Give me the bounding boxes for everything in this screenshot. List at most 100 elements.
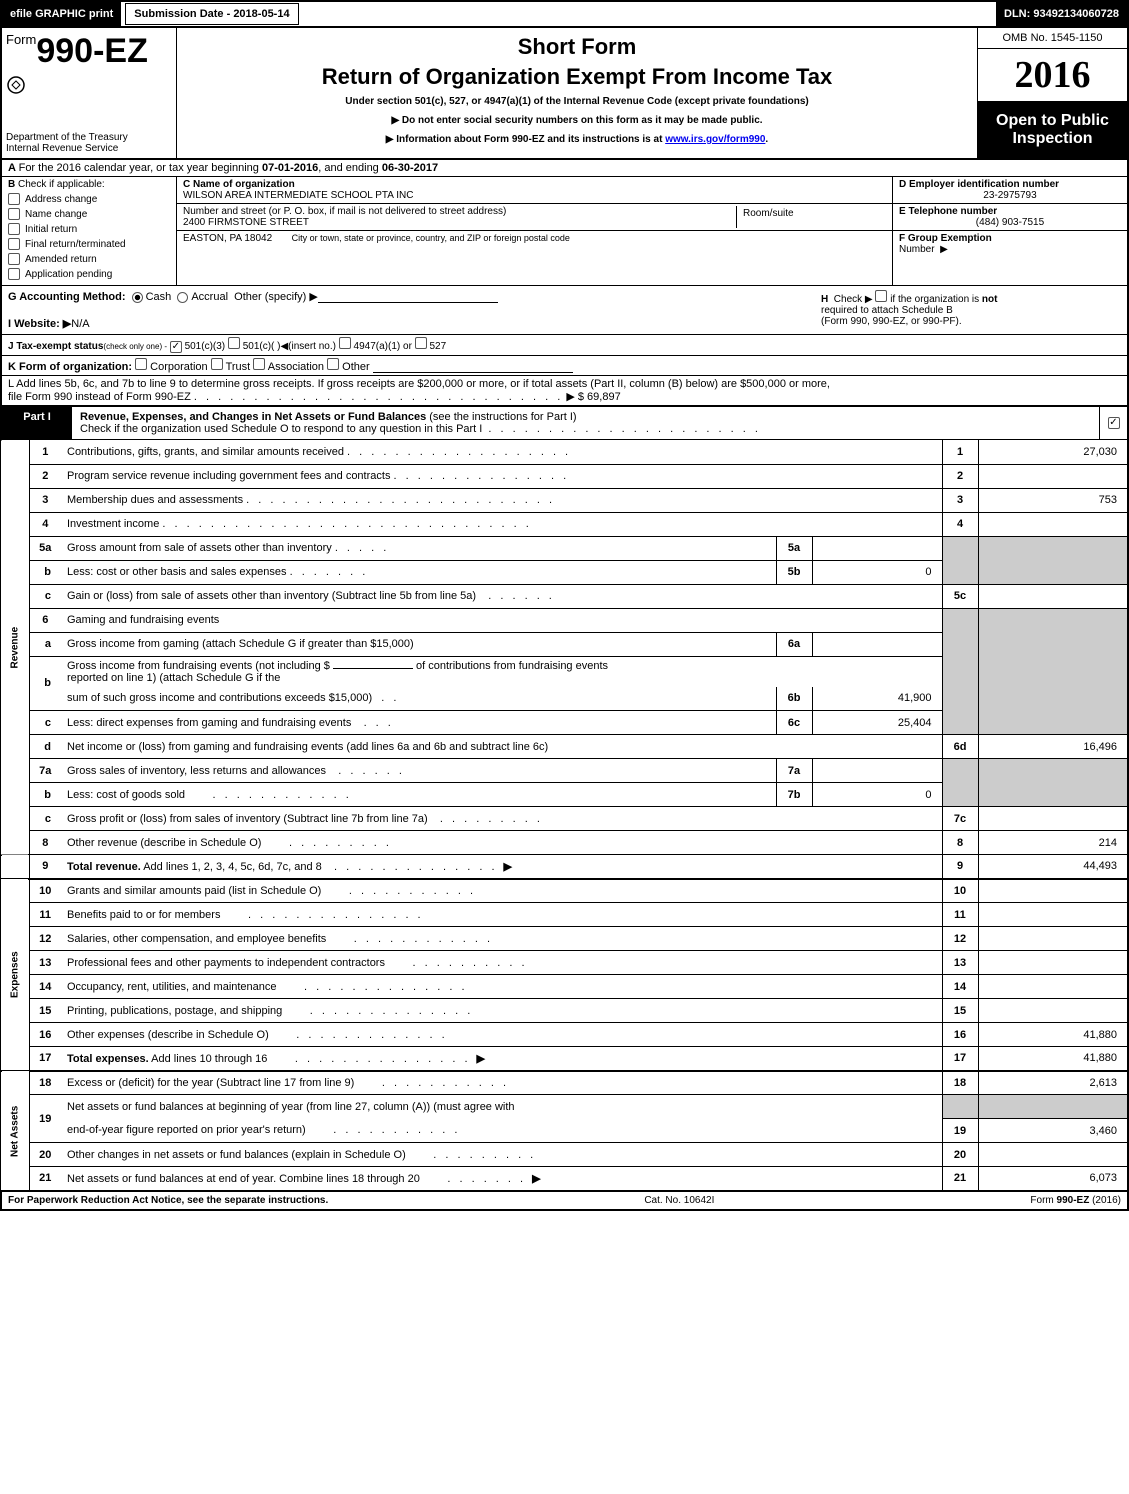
checkbox-other-org[interactable] — [327, 358, 339, 370]
revenue-side-label: Revenue — [1, 440, 29, 855]
treasury-seal-icon — [6, 75, 172, 100]
header-left: Form990-EZ Department of the Treasury In… — [2, 28, 177, 158]
group-exemption-label: F Group Exemption — [899, 233, 992, 244]
line-7c-value — [978, 807, 1128, 831]
line-18: Net Assets 18 Excess or (deficit) for th… — [1, 1071, 1128, 1095]
catalog-number: Cat. No. 10642I — [328, 1195, 1030, 1206]
form-subtitle: Under section 501(c), 527, or 4947(a)(1)… — [345, 96, 808, 107]
tax-year: 2016 — [978, 49, 1127, 102]
radio-accrual[interactable] — [177, 292, 188, 303]
section-DEF: D Employer identification number 23-2975… — [892, 177, 1127, 285]
checkbox-501c[interactable] — [228, 337, 240, 349]
line-5c: c Gain or (loss) from sale of assets oth… — [1, 584, 1128, 608]
section-K-org-form: K Form of organization: Corporation Trus… — [0, 356, 1129, 376]
section-H-schedule-b: H Check ▶ if the organization is not req… — [821, 290, 1121, 330]
line-21: 21 Net assets or fund balances at end of… — [1, 1167, 1128, 1191]
street-label: Number and street (or P. O. box, if mail… — [183, 206, 736, 217]
line-20: 20 Other changes in net assets or fund b… — [1, 1143, 1128, 1167]
checkbox-amended-return[interactable] — [8, 253, 20, 265]
line-3-value: 753 — [978, 488, 1128, 512]
info-line: ▶ Information about Form 990-EZ and its … — [386, 134, 768, 145]
checkbox-final-return[interactable] — [8, 238, 20, 250]
phone-value: (484) 903-7515 — [899, 217, 1121, 228]
ssn-warning: ▶ Do not enter social security numbers o… — [391, 115, 762, 126]
section-L-gross-receipts: L Add lines 5b, 6c, and 7b to line 9 to … — [0, 376, 1129, 407]
checkbox-address-change[interactable] — [8, 193, 20, 205]
line-1-value: 27,030 — [978, 440, 1128, 464]
line-8: 8 Other revenue (describe in Schedule O)… — [1, 831, 1128, 855]
line-5a: 5a Gross amount from sale of assets othe… — [1, 536, 1128, 560]
street-address: 2400 FIRMSTONE STREET — [183, 217, 736, 228]
line-6b-excluded-field[interactable] — [333, 668, 413, 669]
line-19-value: 3,460 — [978, 1119, 1128, 1143]
line-5b-value: 0 — [812, 560, 942, 584]
omb-number: OMB No. 1545-1150 — [978, 28, 1127, 49]
checkbox-application-pending[interactable] — [8, 268, 20, 280]
line-6b-value: 41,900 — [812, 687, 942, 711]
line-11: 11 Benefits paid to or for members . . .… — [1, 903, 1128, 927]
form-number: 990-EZ — [36, 32, 148, 70]
city-label: City or town, state or province, country… — [292, 233, 570, 243]
section-C-org-name-address: C Name of organization WILSON AREA INTER… — [177, 177, 892, 285]
line-16-value: 41,880 — [978, 1023, 1128, 1047]
part-1-title: Revenue, Expenses, and Changes in Net As… — [80, 411, 426, 423]
checkbox-501c3[interactable] — [170, 341, 182, 353]
paperwork-notice: For Paperwork Reduction Act Notice, see … — [8, 1195, 328, 1206]
line-6: 6 Gaming and fundraising events — [1, 608, 1128, 632]
line-20-value — [978, 1143, 1128, 1167]
line-4-value — [978, 512, 1128, 536]
section-B-checkboxes: B Check if applicable: Address change Na… — [2, 177, 177, 285]
checkbox-4947[interactable] — [339, 337, 351, 349]
line-18-value: 2,613 — [978, 1071, 1128, 1095]
section-A-tax-year: A For the 2016 calendar year, or tax yea… — [0, 160, 1129, 177]
line-13: 13 Professional fees and other payments … — [1, 951, 1128, 975]
part-1-check-line: Check if the organization used Schedule … — [80, 423, 482, 435]
part-1-header: Part I Revenue, Expenses, and Changes in… — [0, 407, 1129, 440]
line-16: 16 Other expenses (describe in Schedule … — [1, 1023, 1128, 1047]
line-6d-value: 16,496 — [978, 735, 1128, 759]
checkbox-trust[interactable] — [211, 358, 223, 370]
line-7c: c Gross profit or (loss) from sales of i… — [1, 807, 1128, 831]
label-address-change: Address change — [25, 194, 97, 205]
section-G-accounting: G Accounting Method: Cash Accrual Other … — [8, 290, 821, 330]
submission-date: Submission Date - 2018-05-14 — [125, 3, 298, 25]
line-7a: 7a Gross sales of inventory, less return… — [1, 759, 1128, 783]
line-9-value: 44,493 — [978, 855, 1128, 879]
checkbox-name-change[interactable] — [8, 208, 20, 220]
label-final-return: Final return/terminated — [25, 239, 126, 250]
line-15-value — [978, 999, 1128, 1023]
line-7b-value: 0 — [812, 783, 942, 807]
line-11-value — [978, 903, 1128, 927]
line-19: end-of-year figure reported on prior yea… — [1, 1119, 1128, 1143]
header-right: OMB No. 1545-1150 2016 Open to Public In… — [977, 28, 1127, 158]
ein-value: 23-2975793 — [899, 190, 1121, 201]
city-line: EASTON, PA 18042 — [183, 233, 272, 244]
line-12: 12 Salaries, other compensation, and emp… — [1, 927, 1128, 951]
line-19-top: 19 Net assets or fund balances at beginn… — [1, 1095, 1128, 1119]
label-name-change: Name change — [25, 209, 87, 220]
checkbox-schedule-b[interactable] — [875, 290, 887, 302]
checkbox-schedule-o[interactable] — [1108, 417, 1120, 429]
short-form-title: Short Form — [518, 34, 637, 60]
section-J-tax-exempt: J Tax-exempt status(check only one) - 50… — [0, 335, 1129, 356]
line-15: 15 Printing, publications, postage, and … — [1, 999, 1128, 1023]
radio-cash[interactable] — [132, 292, 143, 303]
checkbox-association[interactable] — [253, 358, 265, 370]
efile-print-button[interactable]: efile GRAPHIC print — [2, 2, 121, 26]
phone-label: E Telephone number — [899, 206, 997, 217]
line-6d: d Net income or (loss) from gaming and f… — [1, 735, 1128, 759]
other-specify-field[interactable] — [318, 291, 498, 303]
line-4: 4 Investment income . . . . . . . . . . … — [1, 512, 1128, 536]
checkbox-initial-return[interactable] — [8, 223, 20, 235]
line-7a-value — [812, 759, 942, 783]
checkbox-corporation[interactable] — [135, 358, 147, 370]
org-name: WILSON AREA INTERMEDIATE SCHOOL PTA INC — [183, 190, 886, 201]
netassets-side-label: Net Assets — [1, 1071, 29, 1191]
form-title: Return of Organization Exempt From Incom… — [322, 64, 833, 90]
line-17-value: 41,880 — [978, 1047, 1128, 1071]
section-GH: G Accounting Method: Cash Accrual Other … — [0, 286, 1129, 335]
label-amended-return: Amended return — [25, 254, 97, 265]
irs-form990-link[interactable]: www.irs.gov/form990 — [665, 134, 765, 145]
line-2: 2 Program service revenue including gove… — [1, 464, 1128, 488]
checkbox-527[interactable] — [415, 337, 427, 349]
